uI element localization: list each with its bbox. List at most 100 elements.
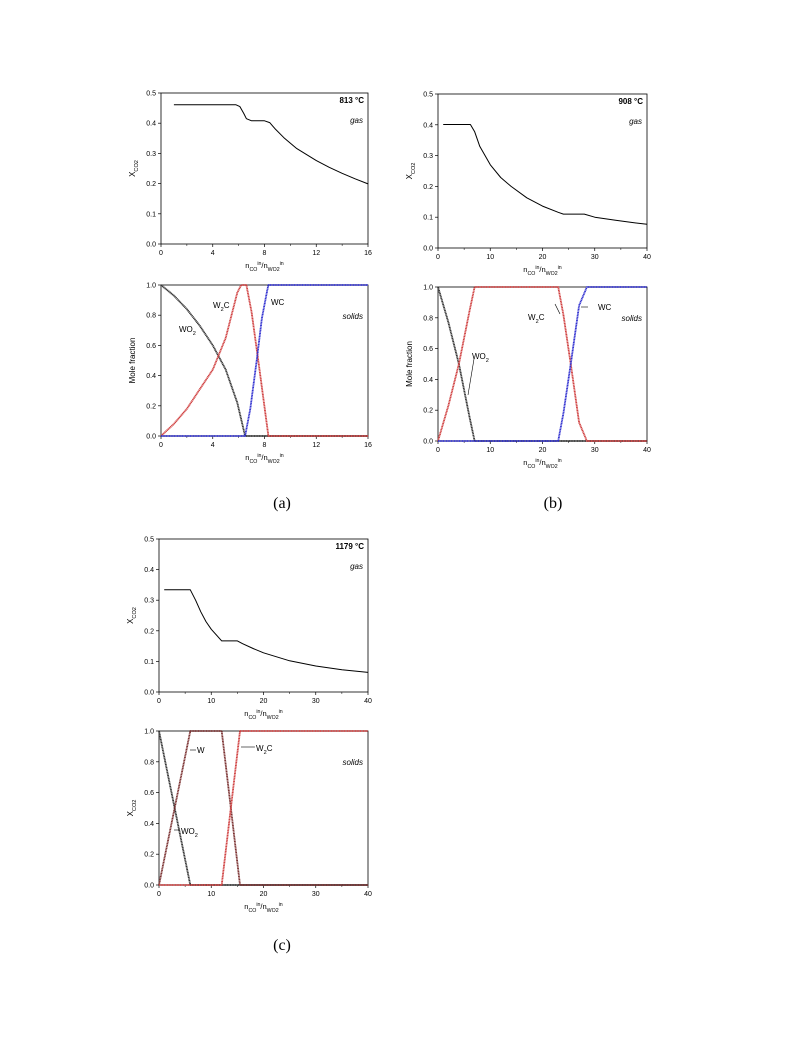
series-label-wo2: WO2 [179, 325, 196, 337]
x-tick-label: 16 [364, 442, 372, 449]
x-tick-label: 30 [591, 447, 599, 454]
temperature-label: 1179 °C [335, 542, 364, 551]
x-tick-label: 20 [539, 254, 547, 261]
y-tick-label: 0.2 [423, 184, 433, 191]
y-tick-label: 0.0 [144, 690, 154, 697]
y-tick-label: 0.2 [144, 628, 154, 635]
y-axis-label: XCO2 [126, 800, 138, 817]
x-tick-label: 30 [312, 891, 320, 898]
x-tick-label: 40 [364, 891, 372, 898]
x-tick-label: 4 [211, 250, 215, 257]
plot-frame [437, 93, 648, 249]
caption-c: (c) [273, 937, 291, 954]
y-tick-label: 0.4 [423, 122, 433, 129]
x-tick-label: 0 [159, 442, 163, 449]
annotation-gas: gas [350, 562, 363, 571]
series-label-wo2: WO2 [181, 827, 198, 839]
x-tick-label: 8 [263, 442, 267, 449]
x-axis-label: nCOin/nWO2in [523, 265, 562, 277]
series-line-wo2 [437, 286, 647, 442]
y-axis-label: XCO2 [126, 607, 138, 624]
chart-b-top: 0 10 20 30 40 0.0 0.1 0.2 0.3 0.4 0.5 nCOin/nWO2in X… [405, 92, 651, 278]
y-tick-label: 0.8 [144, 759, 154, 766]
x-tick-label: 10 [207, 891, 215, 898]
chart-a-top: 0 4 8 12 16 0.0 0.1 0.2 0.3 0.4 0.5 nCOin/nWO2in XCO… [128, 91, 372, 274]
x-tick-label: 0 [436, 447, 440, 454]
series-label-wc: WC [271, 298, 285, 307]
annotation-solids: solids [343, 312, 363, 321]
y-tick-label: 0.0 [146, 242, 156, 249]
x-tick-label: 8 [263, 250, 267, 257]
y-tick-label: 0.3 [146, 151, 156, 158]
series-label-w2c: W2C [256, 744, 273, 756]
y-tick-label: 0.1 [146, 211, 156, 218]
temperature-label: 908 °C [618, 97, 643, 106]
chart-panels: 0 4 8 12 16 0.0 0.1 0.2 0.3 0.4 0.5 nCOin/nWO2in XCO… [126, 91, 651, 915]
leader-line [467, 358, 475, 396]
series-label-w: W [197, 746, 205, 755]
x-tick-label: 40 [643, 447, 651, 454]
y-tick-label: 0.2 [146, 403, 156, 410]
x-tick-label: 16 [364, 250, 372, 257]
series-label-wo2: WO2 [472, 352, 489, 364]
series-line-w2c [159, 730, 368, 886]
y-tick-label: 0.8 [423, 315, 433, 322]
annotation-gas: gas [629, 117, 642, 126]
y-axis-label: Mole fraction [128, 338, 137, 384]
annotation-solids: solids [622, 314, 642, 323]
series-line-w [158, 730, 368, 886]
x-axis-label: nCOin/nWO2in [244, 709, 283, 721]
y-axis-label: Mole fraction [405, 341, 414, 387]
x-tick-label: 10 [486, 447, 494, 454]
y-tick-label: 0.0 [423, 439, 433, 446]
y-tick-label: 0.2 [146, 181, 156, 188]
annotation-gas: gas [350, 116, 363, 125]
x-tick-label: 0 [157, 698, 161, 705]
y-tick-label: 0.8 [146, 313, 156, 320]
y-tick-label: 0.1 [423, 215, 433, 222]
x-tick-label: 30 [591, 254, 599, 261]
x-tick-label: 20 [539, 447, 547, 454]
y-tick-label: 0.5 [144, 537, 154, 544]
y-tick-label: 1.0 [423, 285, 433, 292]
series-line [173, 104, 369, 185]
series-line [164, 589, 369, 673]
annotation-solids: solids [343, 758, 363, 767]
y-tick-label: 0.0 [146, 434, 156, 441]
y-tick-label: 0.1 [144, 659, 154, 666]
y-tick-label: 0.0 [423, 246, 433, 253]
x-tick-label: 20 [260, 698, 268, 705]
y-tick-label: 0.6 [423, 346, 433, 353]
y-axis-label: XCO2 [405, 163, 417, 180]
x-axis-label: nCOin/nWO2in [523, 458, 562, 470]
y-tick-label: 0.4 [144, 567, 154, 574]
series-label-w2c: W2C [528, 313, 545, 325]
x-axis-label: nCOin/nWO2in [245, 261, 284, 273]
y-tick-label: 1.0 [144, 729, 154, 736]
y-tick-label: 0.5 [146, 91, 156, 98]
temperature-label: 813 °C [339, 96, 364, 105]
chart-b-bottom: 0 10 20 30 40 0.0 0.2 0.4 0.6 0.8 1.0 nCOin/nWO2in M… [405, 285, 651, 471]
y-tick-label: 0.4 [146, 121, 156, 128]
x-axis-label: nCOin/nWO2in [244, 902, 283, 914]
series-line [443, 124, 648, 225]
y-tick-label: 0.4 [144, 821, 154, 828]
series-label-w2c: W2C [213, 301, 230, 313]
leader-line [554, 303, 561, 315]
y-tick-label: 0.2 [423, 408, 433, 415]
x-tick-label: 10 [207, 698, 215, 705]
x-axis-label: nCOin/nWO2in [245, 453, 284, 465]
chart-c-bottom: 0 10 20 30 40 0.0 0.2 0.4 0.6 0.8 1.0 nCOin/nWO2in X… [126, 729, 372, 915]
y-tick-label: 0.6 [144, 790, 154, 797]
caption-b: (b) [544, 495, 563, 512]
plot-frame [160, 92, 369, 245]
x-tick-label: 0 [159, 250, 163, 257]
y-axis-label: XCO2 [128, 160, 140, 177]
y-tick-label: 0.0 [144, 883, 154, 890]
y-tick-label: 0.3 [144, 598, 154, 605]
y-tick-label: 0.5 [423, 92, 433, 99]
x-tick-label: 12 [312, 442, 320, 449]
x-tick-label: 40 [364, 698, 372, 705]
series-label-wc: WC [598, 303, 612, 312]
